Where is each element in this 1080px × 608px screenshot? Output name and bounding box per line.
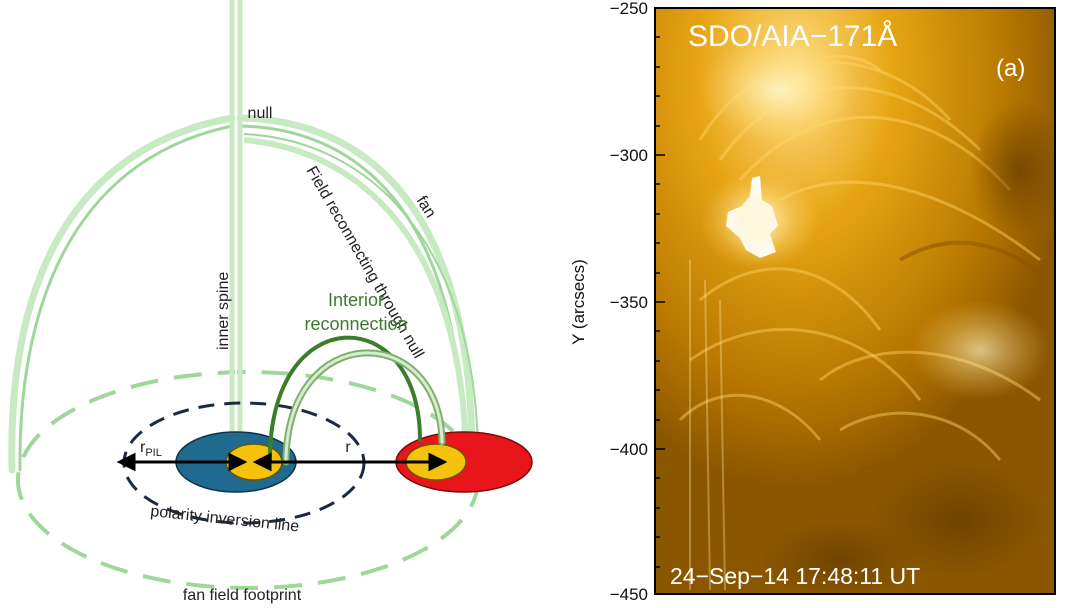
- y-tick-label: −450: [610, 585, 648, 604]
- interior-label-1: Interior: [328, 290, 384, 310]
- inner-spine: [229, 0, 243, 460]
- r-pil-main: r: [140, 439, 146, 456]
- pil-label: polarity inversion line: [150, 503, 300, 536]
- aia-image-panel: −250 −300 −350 −400 −450 Y (arcsecs) SDO…: [569, 0, 1056, 604]
- null-label: null: [248, 105, 273, 122]
- r-pil-label: rPIL: [140, 439, 162, 459]
- image-frame: [654, 7, 1056, 595]
- y-tick-label: −400: [610, 440, 648, 459]
- r-pil-arrow: [116, 452, 248, 472]
- fan-footprint-label: fan field footprint: [183, 587, 302, 604]
- y-tick-label: −250: [610, 0, 648, 18]
- y-axis: [655, 7, 665, 595]
- interior-label-2: reconnection: [304, 314, 407, 334]
- y-axis-label: Y (arcsecs): [569, 259, 588, 345]
- interior-loops: [267, 335, 446, 466]
- panel-label: (a): [996, 55, 1025, 82]
- fan-dome: [8, 114, 476, 474]
- diagram: null inner spine fan Field reconnecting …: [8, 0, 533, 604]
- reconnecting-field-line: [243, 133, 479, 451]
- inner-spine-label: inner spine: [215, 272, 232, 350]
- y-tick-label: −300: [610, 146, 648, 165]
- r-arrow: [252, 452, 448, 472]
- timestamp: 24−Sep−14 17:48:11 UT: [670, 563, 920, 589]
- r-label: r: [345, 439, 351, 456]
- r-pil-sub: PIL: [145, 447, 162, 459]
- solar-image: [655, 8, 1055, 594]
- y-tick-label: −350: [610, 293, 648, 312]
- instrument-title: SDO/AIA−171Å: [688, 20, 897, 53]
